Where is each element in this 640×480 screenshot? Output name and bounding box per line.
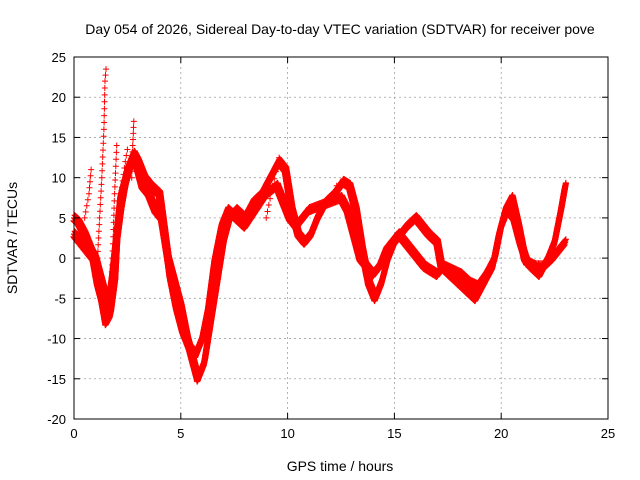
grid bbox=[73, 56, 609, 420]
chart-title: Day 054 of 2026, Sidereal Day-to-day VTE… bbox=[85, 21, 595, 37]
data-points bbox=[70, 66, 569, 385]
